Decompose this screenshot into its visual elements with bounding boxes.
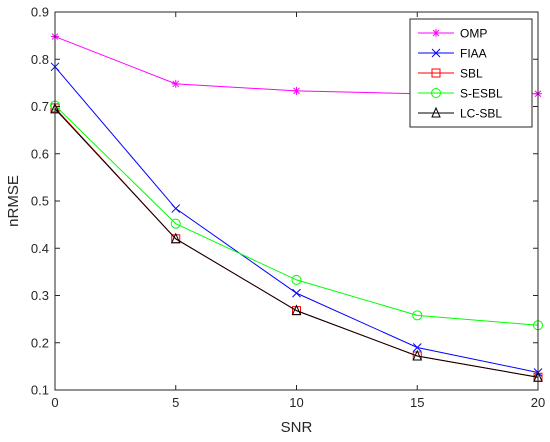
legend-entry: OMP — [418, 27, 487, 41]
legend-marker — [431, 88, 441, 98]
plot-area — [50, 32, 543, 382]
y-tick-label: 0.7 — [31, 99, 49, 114]
data-point — [170, 232, 181, 244]
axis-ticks: 0 5 10 15 20 0.1 0.2 0.3 0.4 0.5 0.6 0.7 0.8 0.9 — [31, 5, 545, 411]
data-point — [291, 274, 302, 285]
x-tick-label: 15 — [410, 395, 424, 410]
y-tick-label: 0.5 — [31, 194, 49, 209]
legend-marker — [431, 48, 441, 58]
data-point — [171, 79, 180, 88]
data-point — [291, 304, 302, 316]
legend-label: S-ESBL — [460, 87, 503, 101]
legend-entry: FIAA — [418, 47, 487, 61]
legend: OMP FIAA SBL S-ESBL LC-SBL — [409, 18, 533, 128]
data-point — [292, 86, 301, 95]
legend-entry: LC-SBL — [418, 107, 502, 121]
legend-entry: SBL — [418, 67, 483, 81]
legend-label: SBL — [460, 67, 483, 81]
data-point — [171, 204, 181, 213]
series-s-esbl — [50, 100, 543, 331]
series-line — [54, 107, 539, 378]
series-lc-sbl — [50, 102, 543, 382]
legend-label: OMP — [460, 27, 487, 41]
x-tick-label: 10 — [289, 395, 303, 410]
y-axis-label: nRMSE — [5, 175, 22, 227]
data-point — [170, 218, 181, 229]
data-point — [412, 349, 423, 361]
data-point — [292, 288, 301, 298]
x-tick-label: 20 — [531, 395, 545, 410]
y-tick-label: 0.3 — [31, 288, 49, 303]
series-sbl — [50, 103, 543, 382]
legend-marker — [432, 29, 440, 37]
legend-label: LC-SBL — [460, 107, 502, 121]
x-axis-label: SNR — [281, 419, 313, 436]
legend-label: FIAA — [460, 47, 487, 61]
y-tick-label: 0.4 — [31, 241, 49, 256]
y-tick-label: 0.8 — [31, 52, 49, 67]
y-tick-label: 0.6 — [31, 146, 49, 161]
data-point — [412, 343, 422, 352]
y-tick-label: 0.2 — [31, 335, 49, 350]
data-point — [412, 310, 423, 321]
y-tick-label: 0.9 — [31, 5, 49, 20]
x-tick-label: 5 — [172, 395, 179, 410]
x-tick-label: 0 — [51, 395, 58, 410]
series-line — [54, 105, 539, 326]
series-line — [54, 108, 539, 378]
legend-marker — [431, 68, 441, 78]
legend-entry: S-ESBL — [418, 87, 503, 101]
y-tick-label: 0.1 — [31, 383, 49, 398]
legend-marker — [431, 106, 441, 118]
